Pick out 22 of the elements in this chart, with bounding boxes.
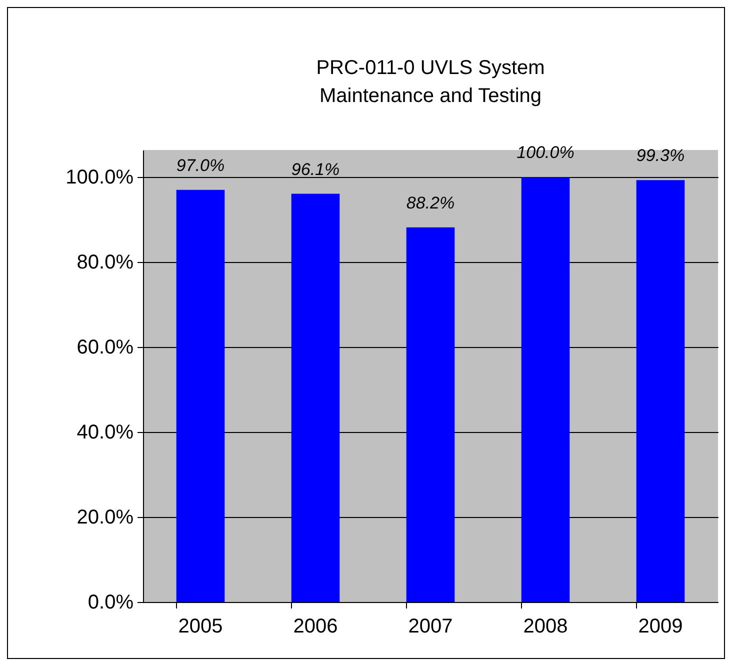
x-tick-label: 2008	[523, 616, 568, 638]
y-tick-label: 0.0%	[88, 592, 134, 614]
y-tick-label: 100.0%	[66, 166, 134, 189]
x-tick-label: 2007	[408, 616, 453, 638]
x-tick-label: 2006	[293, 616, 338, 638]
y-tick-label: 20.0%	[76, 506, 134, 529]
y-tick-label: 60.0%	[76, 336, 134, 359]
data-label: 88.2%	[406, 193, 455, 212]
x-tick-label: 2009	[638, 616, 683, 638]
bar	[406, 227, 455, 602]
bar	[291, 194, 340, 602]
x-tick-label: 2005	[178, 616, 223, 638]
bar	[521, 177, 570, 602]
data-label: 96.1%	[291, 160, 340, 179]
y-tick-label: 40.0%	[76, 422, 134, 444]
y-tick-label: 80.0%	[76, 252, 134, 274]
bar	[636, 180, 685, 602]
bar	[176, 190, 225, 602]
data-label: 99.3%	[636, 146, 685, 166]
chart-title: PRC-011-0 UVLS System Maintenance and Testing	[316, 57, 545, 108]
data-label: 100.0%	[516, 143, 574, 162]
data-label: 97.0%	[176, 156, 225, 175]
